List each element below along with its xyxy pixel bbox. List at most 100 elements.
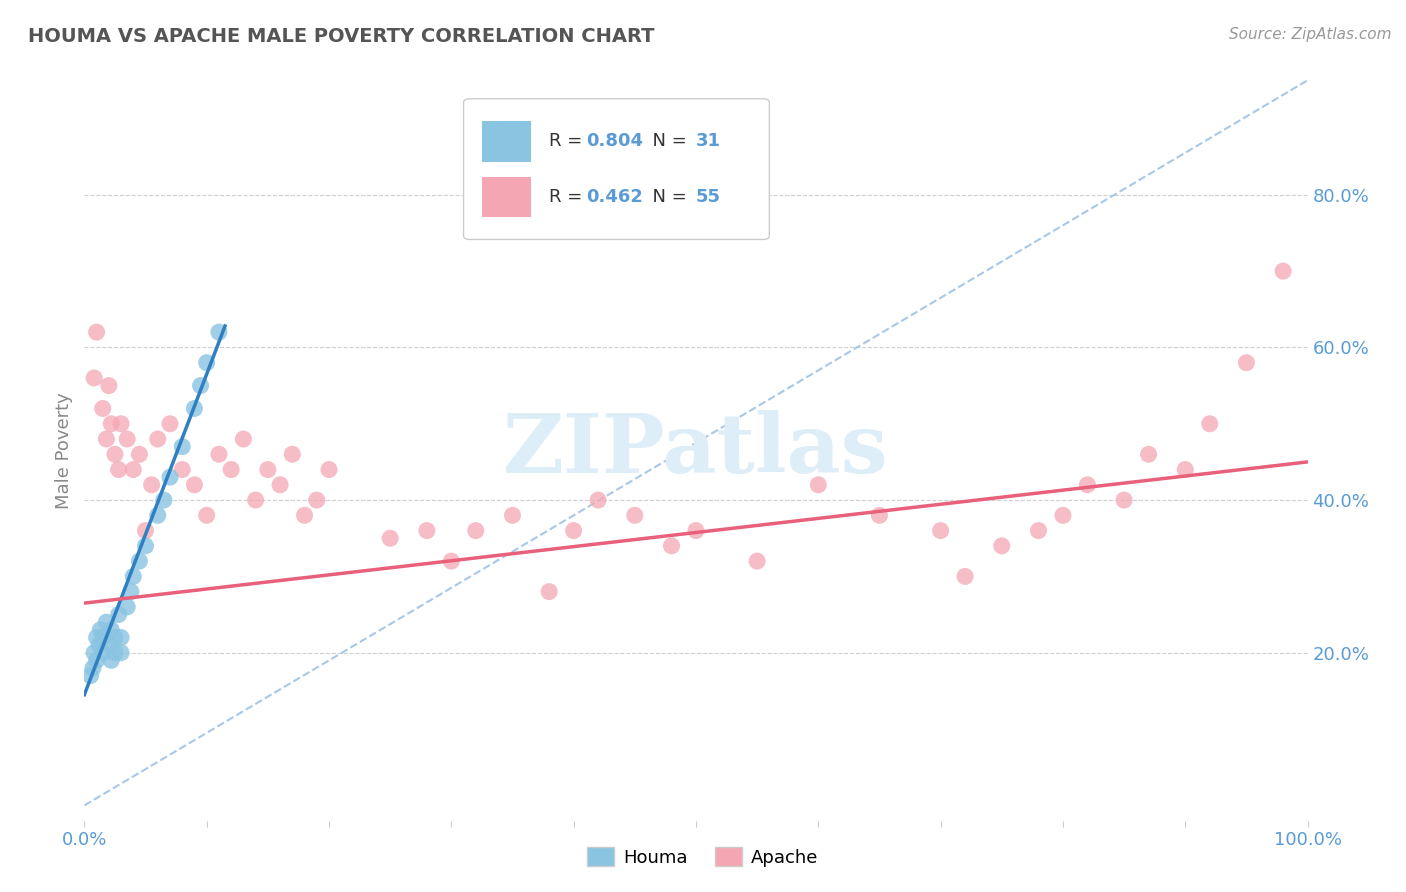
Point <box>538 584 561 599</box>
Point <box>281 447 304 461</box>
Text: 55: 55 <box>696 188 721 206</box>
Point <box>91 646 114 660</box>
Point <box>91 401 114 416</box>
Point <box>86 631 108 645</box>
Point <box>305 493 328 508</box>
Point <box>807 478 830 492</box>
Point <box>107 607 129 622</box>
Point <box>115 599 138 614</box>
Point <box>153 493 176 508</box>
Point <box>1028 524 1050 538</box>
Point <box>232 432 254 446</box>
Text: 0.462: 0.462 <box>586 188 643 206</box>
Point <box>100 623 122 637</box>
Point <box>1236 356 1258 370</box>
Point <box>183 401 205 416</box>
Point <box>1076 478 1098 492</box>
Point <box>562 524 585 538</box>
Point <box>110 646 132 660</box>
Point <box>107 462 129 476</box>
Text: R =: R = <box>550 188 588 206</box>
Point <box>1174 462 1197 476</box>
Text: N =: N = <box>641 132 692 150</box>
Point <box>502 508 524 523</box>
Point <box>991 539 1014 553</box>
Point <box>183 478 205 492</box>
Point <box>115 432 138 446</box>
Point <box>86 325 108 339</box>
Point <box>219 462 242 476</box>
Point <box>122 569 145 583</box>
Point <box>146 508 169 523</box>
Text: Source: ZipAtlas.com: Source: ZipAtlas.com <box>1229 27 1392 42</box>
Point <box>83 371 105 385</box>
Point <box>122 462 145 476</box>
Text: HOUMA VS APACHE MALE POVERTY CORRELATION CHART: HOUMA VS APACHE MALE POVERTY CORRELATION… <box>28 27 655 45</box>
Point <box>82 661 104 675</box>
Point <box>86 653 108 667</box>
Point <box>929 524 952 538</box>
Point <box>685 524 707 538</box>
Point <box>110 417 132 431</box>
Point <box>159 417 181 431</box>
Point <box>97 638 120 652</box>
Text: 31: 31 <box>696 132 721 150</box>
Point <box>257 462 280 476</box>
Point <box>380 531 402 545</box>
Point <box>245 493 267 508</box>
Point <box>294 508 316 523</box>
Point <box>83 646 105 660</box>
Point <box>747 554 769 568</box>
Point <box>100 417 122 431</box>
Point <box>172 462 194 476</box>
Point <box>195 356 218 370</box>
Point <box>141 478 163 492</box>
Point <box>953 569 976 583</box>
Point <box>104 646 127 660</box>
Point <box>416 524 439 538</box>
Legend: Houma, Apache: Houma, Apache <box>581 840 825 874</box>
Point <box>96 615 118 630</box>
Point <box>1114 493 1136 508</box>
Text: ZIPatlas: ZIPatlas <box>503 410 889 491</box>
Y-axis label: Male Poverty: Male Poverty <box>55 392 73 508</box>
Point <box>91 631 114 645</box>
Point <box>135 539 157 553</box>
Point <box>110 631 132 645</box>
Point <box>624 508 647 523</box>
Point <box>120 584 142 599</box>
Point <box>661 539 683 553</box>
Text: 0.804: 0.804 <box>586 132 643 150</box>
Point <box>172 440 194 454</box>
FancyBboxPatch shape <box>464 99 769 239</box>
Text: N =: N = <box>641 188 692 206</box>
Point <box>128 554 150 568</box>
Point <box>104 631 127 645</box>
Point <box>87 638 110 652</box>
Point <box>1137 447 1160 461</box>
Point <box>1198 417 1220 431</box>
Point <box>97 378 120 392</box>
Point <box>464 524 486 538</box>
Point <box>128 447 150 461</box>
Point <box>869 508 891 523</box>
Point <box>135 524 157 538</box>
Point <box>89 623 111 637</box>
Point <box>440 554 463 568</box>
Point <box>318 462 340 476</box>
Point <box>269 478 291 492</box>
Point <box>208 325 231 339</box>
Point <box>190 378 212 392</box>
Point <box>195 508 218 523</box>
Point <box>586 493 609 508</box>
Point <box>1272 264 1295 278</box>
Point <box>100 653 122 667</box>
Point <box>159 470 181 484</box>
Point <box>208 447 231 461</box>
Point <box>146 432 169 446</box>
FancyBboxPatch shape <box>482 177 531 218</box>
Point <box>104 447 127 461</box>
Point <box>96 432 118 446</box>
Point <box>1052 508 1074 523</box>
Text: R =: R = <box>550 132 588 150</box>
